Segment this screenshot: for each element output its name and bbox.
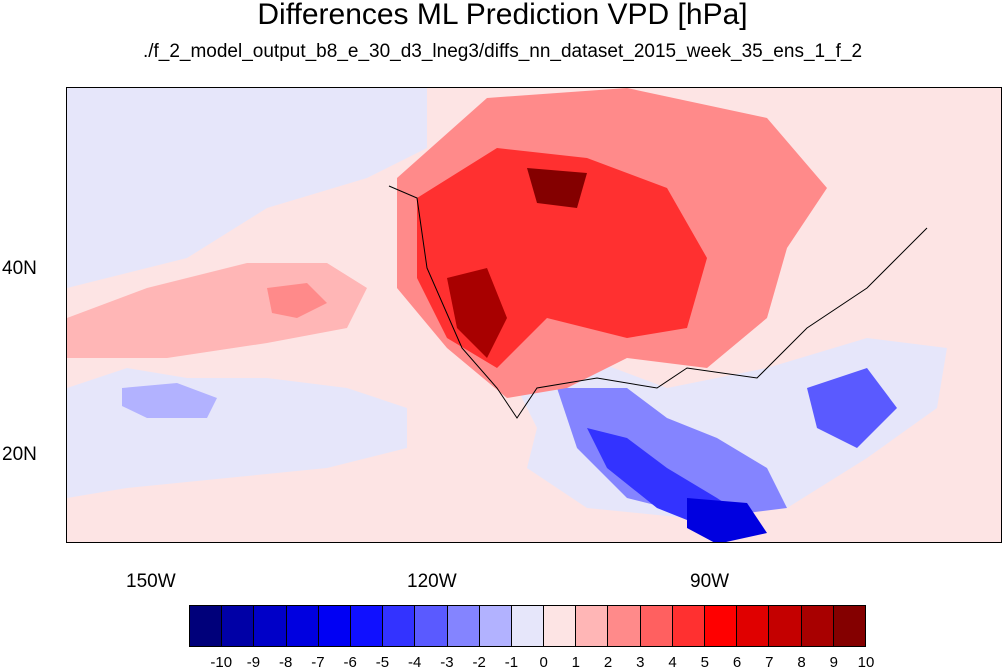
colorbar-label: 9 bbox=[829, 654, 838, 671]
colorbar-box bbox=[254, 606, 287, 646]
colorbar-box bbox=[576, 606, 609, 646]
negative-core-caribbean bbox=[807, 368, 897, 448]
colorbar-box bbox=[640, 606, 673, 646]
negative-region-gulf bbox=[557, 388, 787, 518]
colorbar-label: 2 bbox=[603, 654, 613, 671]
colorbar-box bbox=[544, 606, 577, 646]
colorbar-box bbox=[672, 606, 705, 646]
lon-label-90w: 90W bbox=[690, 571, 730, 592]
colorbar-box bbox=[318, 606, 351, 646]
colorbar-box bbox=[383, 606, 416, 646]
colorbar-label: -10 bbox=[210, 654, 233, 671]
vpd-difference-field bbox=[67, 88, 1001, 542]
colorbar-label: -6 bbox=[343, 654, 357, 671]
colorbar-label: 1 bbox=[571, 654, 581, 671]
colorbar-box bbox=[801, 606, 834, 646]
colorbar-box bbox=[415, 606, 448, 646]
colorbar-box bbox=[608, 606, 641, 646]
colorbar-box bbox=[705, 606, 738, 646]
colorbar-box bbox=[769, 606, 802, 646]
positive-core-north bbox=[527, 168, 587, 208]
colorbar bbox=[189, 605, 866, 647]
negative-core-central-america bbox=[687, 498, 767, 542]
colorbar-box bbox=[511, 606, 545, 646]
lon-label-120w: 120W bbox=[407, 571, 457, 592]
map-panel bbox=[66, 87, 1002, 543]
positive-core-west bbox=[447, 268, 507, 358]
colorbar-box bbox=[222, 606, 255, 646]
colorbar-label: -1 bbox=[504, 654, 519, 671]
colorbar-label: 10 bbox=[857, 654, 875, 671]
colorbar-label: 6 bbox=[732, 654, 742, 671]
colorbar-label: 5 bbox=[700, 654, 709, 671]
colorbar-label: -9 bbox=[246, 654, 261, 671]
colorbar-label: 8 bbox=[797, 654, 806, 671]
lat-label-20n: 20N bbox=[2, 444, 37, 465]
colorbar-label: -3 bbox=[440, 654, 454, 671]
colorbar-label: 0 bbox=[539, 654, 548, 671]
negative-region-pacific-north bbox=[67, 88, 427, 288]
colorbar-label: -5 bbox=[375, 654, 390, 671]
plot-subtitle: ./f_2_model_output_b8_e_30_d3_lneg3/diff… bbox=[142, 41, 863, 62]
positive-core-pacific bbox=[267, 283, 327, 318]
colorbar-label: -8 bbox=[279, 654, 293, 671]
colorbar-box bbox=[737, 606, 770, 646]
colorbar-box bbox=[447, 606, 480, 646]
colorbar-label: 3 bbox=[636, 654, 645, 671]
colorbar-box bbox=[286, 606, 319, 646]
colorbar-box bbox=[833, 606, 865, 646]
colorbar-label: -4 bbox=[407, 654, 422, 671]
coastline-north-america bbox=[388, 185, 928, 419]
lat-label-40n: 40N bbox=[2, 258, 37, 279]
lon-label-150w: 150W bbox=[126, 571, 176, 592]
plot-title: Differences ML Prediction VPD [hPa] bbox=[257, 0, 748, 31]
colorbar-box bbox=[190, 606, 223, 646]
colorbar-box bbox=[479, 606, 512, 646]
colorbar-label: 4 bbox=[668, 654, 677, 671]
colorbar-label: 7 bbox=[765, 654, 774, 671]
colorbar-label: -2 bbox=[472, 654, 486, 671]
negative-region-pacific-blue bbox=[122, 383, 217, 418]
colorbar-label: -7 bbox=[311, 654, 325, 671]
colorbar-box bbox=[350, 606, 384, 646]
